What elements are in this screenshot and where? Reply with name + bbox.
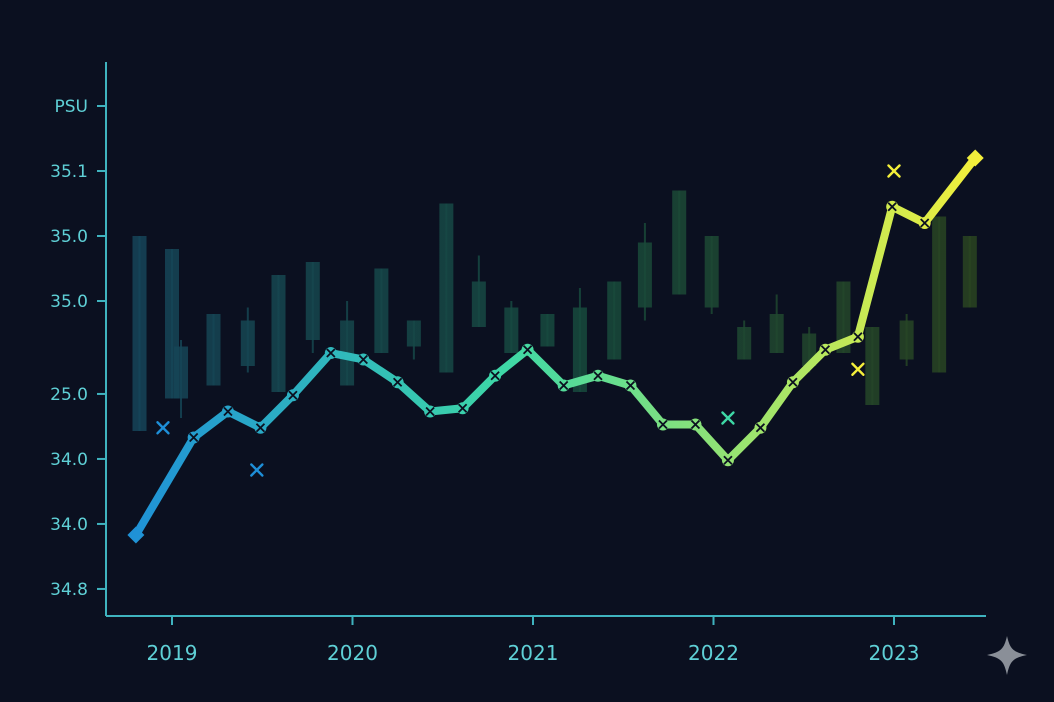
x-tick-label: 2023	[869, 641, 920, 665]
candle-body	[932, 216, 947, 373]
line-point	[689, 418, 702, 431]
candle-body	[962, 236, 977, 308]
x-tick-label: 2022	[688, 641, 739, 665]
line-point-cross	[392, 377, 403, 387]
scatter-point	[887, 164, 901, 178]
sparkle-icon	[987, 636, 1027, 675]
line-point-cross	[457, 403, 468, 413]
candle-body	[174, 346, 189, 399]
line-point-cross	[690, 419, 701, 430]
line-point-cross	[223, 406, 233, 417]
line-point	[656, 418, 669, 431]
scatter-point	[250, 463, 264, 477]
line-point	[254, 421, 267, 434]
y-tick-label: 35.1	[50, 162, 88, 182]
candle-body	[836, 281, 851, 353]
line-point-cross	[326, 348, 336, 358]
line-point-cross	[820, 345, 831, 355]
line-point-cross	[490, 371, 500, 381]
line-endpoint	[966, 149, 984, 167]
x-tick-label: 2019	[147, 641, 198, 665]
line-point-cross	[358, 354, 368, 365]
series-points-layer	[127, 149, 984, 544]
candle-body	[271, 275, 286, 392]
line-endpoint	[127, 526, 145, 544]
line-point-cross	[625, 380, 636, 391]
y-tick-label: 34.8	[50, 580, 88, 600]
candle-body	[439, 203, 454, 373]
line-point-cross	[887, 202, 897, 212]
candle-body	[704, 236, 719, 308]
candle-body	[572, 307, 587, 392]
scatter-point	[721, 411, 735, 425]
line-point	[591, 369, 604, 382]
line-point	[456, 402, 469, 415]
candle-body	[899, 320, 914, 360]
scatter-point	[851, 362, 865, 376]
line-point	[521, 343, 534, 356]
line-point-cross	[425, 406, 435, 417]
y-tick-label: 34.0	[50, 515, 88, 535]
axes: PSU 35.1 35.0 35.0 25.0 34.0 34.0 34.8 2019 2020 2…	[50, 62, 986, 665]
candle-body	[406, 320, 421, 347]
x-tick-label: 2020	[327, 641, 378, 665]
candle-body	[637, 242, 652, 308]
candle-body	[471, 281, 486, 327]
line-point-cross	[288, 390, 298, 400]
candle-body	[240, 320, 255, 366]
candle-body	[769, 314, 784, 353]
candle-body	[206, 314, 221, 386]
line-point	[221, 405, 234, 418]
candles-layer	[132, 190, 977, 431]
line-point-cross	[788, 377, 798, 387]
line-point	[127, 526, 145, 544]
line-point	[819, 343, 832, 356]
y-tick-label: 25.0	[50, 385, 88, 405]
y-tick-label: 35.0	[50, 292, 88, 312]
scatter-layer	[156, 164, 901, 477]
line-point	[624, 379, 637, 392]
x-tick-label: 2021	[508, 641, 559, 665]
y-tick-label: 35.0	[50, 227, 88, 247]
line-point	[966, 149, 984, 167]
candle-body	[865, 327, 880, 405]
candle-body	[540, 314, 555, 347]
line-point-cross	[658, 419, 668, 430]
line-point	[357, 353, 370, 366]
line-point	[851, 330, 864, 343]
line-point	[489, 369, 502, 382]
line-point	[721, 454, 734, 467]
line-point	[886, 200, 899, 213]
line-point	[557, 379, 570, 392]
line-point-cross	[255, 423, 266, 433]
candle-body	[737, 327, 752, 360]
candle-body	[672, 190, 687, 295]
line-point-cross	[189, 432, 199, 443]
line-point-cross	[853, 332, 863, 342]
y-tick-label: PSU	[55, 97, 89, 117]
line-point-cross	[755, 423, 766, 433]
line-point	[286, 389, 299, 402]
candle-body	[607, 281, 622, 360]
line-point	[424, 405, 437, 418]
line-point-cross	[723, 455, 733, 465]
candle-body	[504, 307, 519, 353]
candle-body	[305, 262, 320, 340]
line-point-cross	[920, 218, 930, 228]
line-point	[754, 421, 767, 434]
candle-body	[374, 268, 389, 353]
line-point	[324, 347, 337, 359]
line-point-cross	[593, 371, 603, 381]
line-point	[918, 217, 931, 229]
candle-body	[132, 236, 147, 431]
line-point	[786, 376, 799, 389]
line-point	[187, 431, 200, 444]
line-point	[391, 376, 404, 389]
line-point-cross	[522, 345, 533, 355]
scatter-point	[156, 421, 170, 435]
y-tick-label: 34.0	[50, 450, 88, 470]
line-point-cross	[559, 380, 569, 391]
